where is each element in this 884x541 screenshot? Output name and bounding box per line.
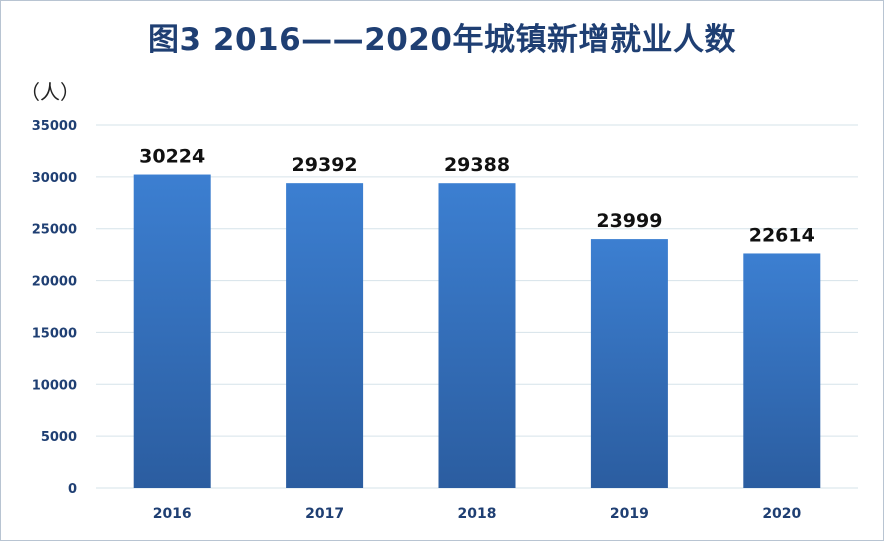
x-tick-label: 2018 (458, 506, 497, 522)
bar-2017 (286, 183, 364, 488)
y-tick-label: 20000 (32, 275, 77, 290)
data-label-2019: 23999 (596, 210, 662, 232)
y-tick-label: 5000 (41, 430, 77, 445)
y-tick-label: 30000 (32, 171, 77, 186)
y-tick-label: 35000 (32, 119, 77, 134)
x-tick-label: 2020 (762, 506, 801, 522)
data-labels: 30224 29392 29388 23999 22614 (139, 146, 815, 247)
x-tick-label: 2016 (153, 506, 192, 522)
data-label-2020: 22614 (749, 224, 815, 246)
bar-2016 (133, 174, 211, 488)
chart-title: 图3 2016——2020年城镇新增就业人数 (148, 22, 736, 58)
x-tick-label: 2017 (305, 506, 344, 522)
bar-2020 (743, 253, 821, 488)
y-axis-unit-label: （人） (20, 80, 80, 104)
y-tick-label: 10000 (32, 378, 77, 393)
y-tick-label: 25000 (32, 223, 77, 238)
data-label-2017: 29392 (292, 154, 358, 176)
bar-2019 (590, 239, 668, 488)
data-label-2016: 30224 (139, 146, 205, 168)
y-tick-label: 0 (68, 482, 77, 497)
y-axis-ticks: 0 5000 10000 15000 20000 25000 30000 35000 (32, 119, 77, 497)
y-tick-label: 15000 (32, 326, 77, 341)
data-label-2018: 29388 (444, 154, 510, 176)
x-tick-label: 2019 (610, 506, 649, 522)
bar-2018 (438, 183, 516, 488)
x-axis-ticks: 2016 2017 2018 2019 2020 (153, 506, 802, 522)
bars (133, 174, 821, 488)
